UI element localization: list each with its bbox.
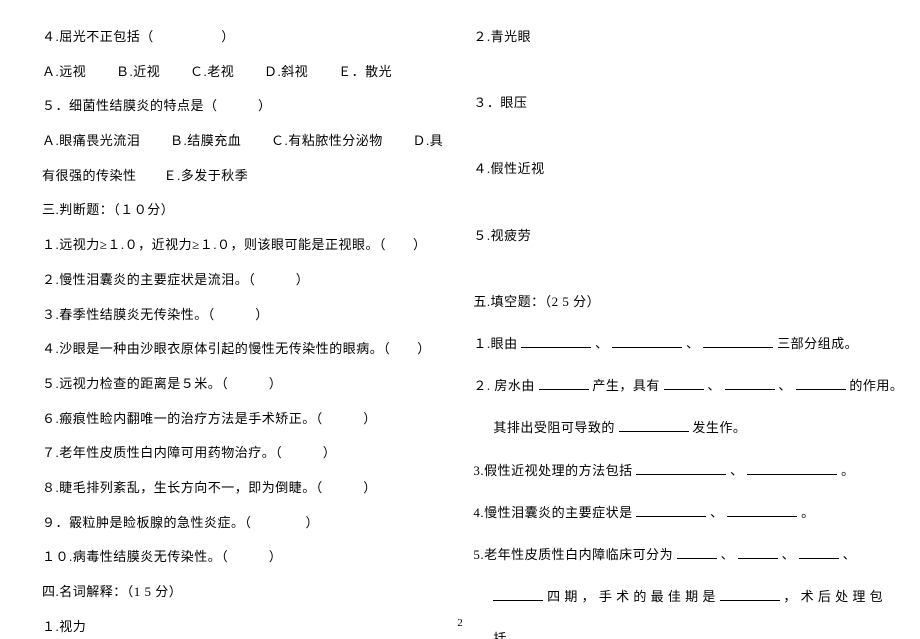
judge-5: ５.远视力检查的距离是５米。（ ） [42, 375, 443, 393]
judge-10: １０.病毒性结膜炎无传染性。（ ） [42, 548, 443, 566]
q4-opt-e: Ｅ．散光 [338, 64, 392, 79]
q4-opt-d: Ｄ.斜视 [264, 64, 308, 79]
q5-opt-d: Ｄ.具 [413, 133, 444, 148]
fill-2-line2: 其排出受阻可导致的 发生作。 [473, 419, 903, 437]
judge-8: ８.睫毛排列紊乱，生长方向不一，即为倒睫。（ ） [42, 479, 443, 497]
text: ， 术 后 处 理 包 [783, 589, 883, 604]
blank [521, 335, 591, 348]
q4-opt-b: Ｂ.近视 [116, 64, 160, 79]
columns: ４.屈光不正包括（ ） Ａ.远视 Ｂ.近视 Ｃ.老视 Ｄ.斜视 Ｅ．散光 ５．细… [42, 28, 878, 598]
text: 发生作。 [692, 420, 746, 435]
sep: 、 [594, 631, 608, 639]
noun-5: ５.视疲劳 [473, 227, 903, 245]
fill-5-line1: 5.老年性皮质性白内障临床可分为 、 、 、 [473, 546, 903, 564]
judge-7: ７.老年性皮质性白内障可用药物治疗。（ ） [42, 444, 443, 462]
fill-1: １.眼由 、 、 三部分组成。 [473, 335, 903, 353]
right-column: ２.青光眼 ３．眼压 ４.假性近视 ５.视疲劳 五.填空题：（2 5 分） １.… [473, 28, 903, 598]
blank [799, 546, 839, 559]
judge-3: ３.春季性结膜炎无传染性。（ ） [42, 306, 443, 324]
text: 3.假性近视处理的方法包括 [473, 463, 632, 478]
fill-5-line2: 四 期 ， 手 术 的 最 佳 期 是 ， 术 后 处 理 包 [473, 588, 903, 606]
blank [713, 631, 793, 639]
blank [636, 504, 706, 517]
sep: 、 [730, 463, 744, 478]
blank [493, 588, 543, 601]
q5: ５．细菌性结膜炎的特点是（ ） [42, 97, 443, 115]
text: 产生，具有 [592, 378, 660, 393]
q5-opt-c: Ｃ.有粘脓性分泌物 [271, 133, 383, 148]
q5-opt-b: Ｂ.结膜充血 [170, 133, 241, 148]
section-4-title: 四.名词解释：（1 5 分） [42, 583, 443, 601]
q5-opt-a: Ａ.眼痛畏光流泪 [42, 133, 140, 148]
blank [612, 631, 692, 639]
q4-options: Ａ.远视 Ｂ.近视 Ｃ.老视 Ｄ.斜视 Ｅ．散光 [42, 63, 443, 81]
text: 四 期 ， 手 术 的 最 佳 期 是 [547, 589, 716, 604]
noun-4: ４.假性近视 [473, 160, 903, 178]
sep: 、 [695, 631, 709, 639]
sep: 、 [707, 378, 721, 393]
blank [703, 335, 773, 348]
fill-2-line1: ２. 房水由 产生，具有 、 、 的作用。 [473, 377, 903, 395]
blank [612, 335, 682, 348]
blank [796, 377, 846, 390]
q4-opt-a: Ａ.远视 [42, 64, 86, 79]
blank [664, 377, 704, 390]
judge-4: ４.沙眼是一种由沙眼衣原体引起的慢性无传染性的眼病。（ ） [42, 340, 443, 358]
blank [720, 588, 780, 601]
section-3-title: 三.判断题：（１０分） [42, 201, 443, 219]
text: 5.老年性皮质性白内障临床可分为 [473, 547, 673, 562]
blank [747, 462, 837, 475]
text: 的作用。 [849, 378, 903, 393]
sep: 、 [595, 336, 609, 351]
blank [539, 377, 589, 390]
sep: 、 [782, 547, 796, 562]
blank [636, 462, 726, 475]
q4-opt-c: Ｃ.老视 [190, 64, 234, 79]
fill-3: 3.假性近视处理的方法包括 、 。 [473, 462, 903, 480]
sep: 、 [843, 547, 857, 562]
judge-6: ６.瘢痕性睑内翻唯一的治疗方法是手术矫正。（ ） [42, 410, 443, 428]
fill-1-tail: 三部分组成。 [777, 336, 858, 351]
fill-4: 4.慢性泪囊炎的主要症状是 、 。 [473, 504, 903, 522]
judge-9: ９．霰粒肿是睑板腺的急性炎症。（ ） [42, 514, 443, 532]
text: 4.慢性泪囊炎的主要症状是 [473, 505, 632, 520]
q5-options-line1: Ａ.眼痛畏光流泪 Ｂ.结膜充血 Ｃ.有粘脓性分泌物 Ｄ.具 [42, 132, 443, 150]
blank [738, 546, 778, 559]
fill-5-line3: 括 、 、 。 [473, 630, 903, 639]
sep: 、 [686, 336, 700, 351]
blank [727, 504, 797, 517]
text: 。 [796, 631, 810, 639]
blank [619, 420, 689, 433]
text: 。 [841, 463, 855, 478]
sep: 、 [710, 505, 724, 520]
left-column: ４.屈光不正包括（ ） Ａ.远视 Ｂ.近视 Ｃ.老视 Ｄ.斜视 Ｅ．散光 ５．细… [42, 28, 443, 598]
blank [511, 631, 591, 639]
text: 其排出受阻可导致的 [493, 420, 615, 435]
page-number: 2 [0, 616, 920, 631]
noun-2: ２.青光眼 [473, 28, 903, 46]
judge-2: ２.慢性泪囊炎的主要症状是流泪。（ ） [42, 271, 443, 289]
fill-1-text: １.眼由 [473, 336, 517, 351]
section-5-title: 五.填空题：（2 5 分） [473, 293, 903, 311]
sep: 、 [778, 378, 792, 393]
fill-2-text: ２. 房水由 [473, 378, 535, 393]
noun-3: ３．眼压 [473, 94, 903, 112]
page: ４.屈光不正包括（ ） Ａ.远视 Ｂ.近视 Ｃ.老视 Ｄ.斜视 Ｅ．散光 ５．细… [0, 0, 920, 639]
q5-options-line2: 有很强的传染性 Ｅ.多发于秋季 [42, 167, 443, 185]
judge-1: １.远视力≥１.０，近视力≥１.０，则该眼可能是正视眼。（ ） [42, 236, 443, 254]
q4: ４.屈光不正包括（ ） [42, 28, 443, 46]
text: 。 [801, 505, 815, 520]
sep: 、 [721, 547, 735, 562]
text: 括 [493, 631, 507, 639]
blank [677, 546, 717, 559]
blank [725, 377, 775, 390]
